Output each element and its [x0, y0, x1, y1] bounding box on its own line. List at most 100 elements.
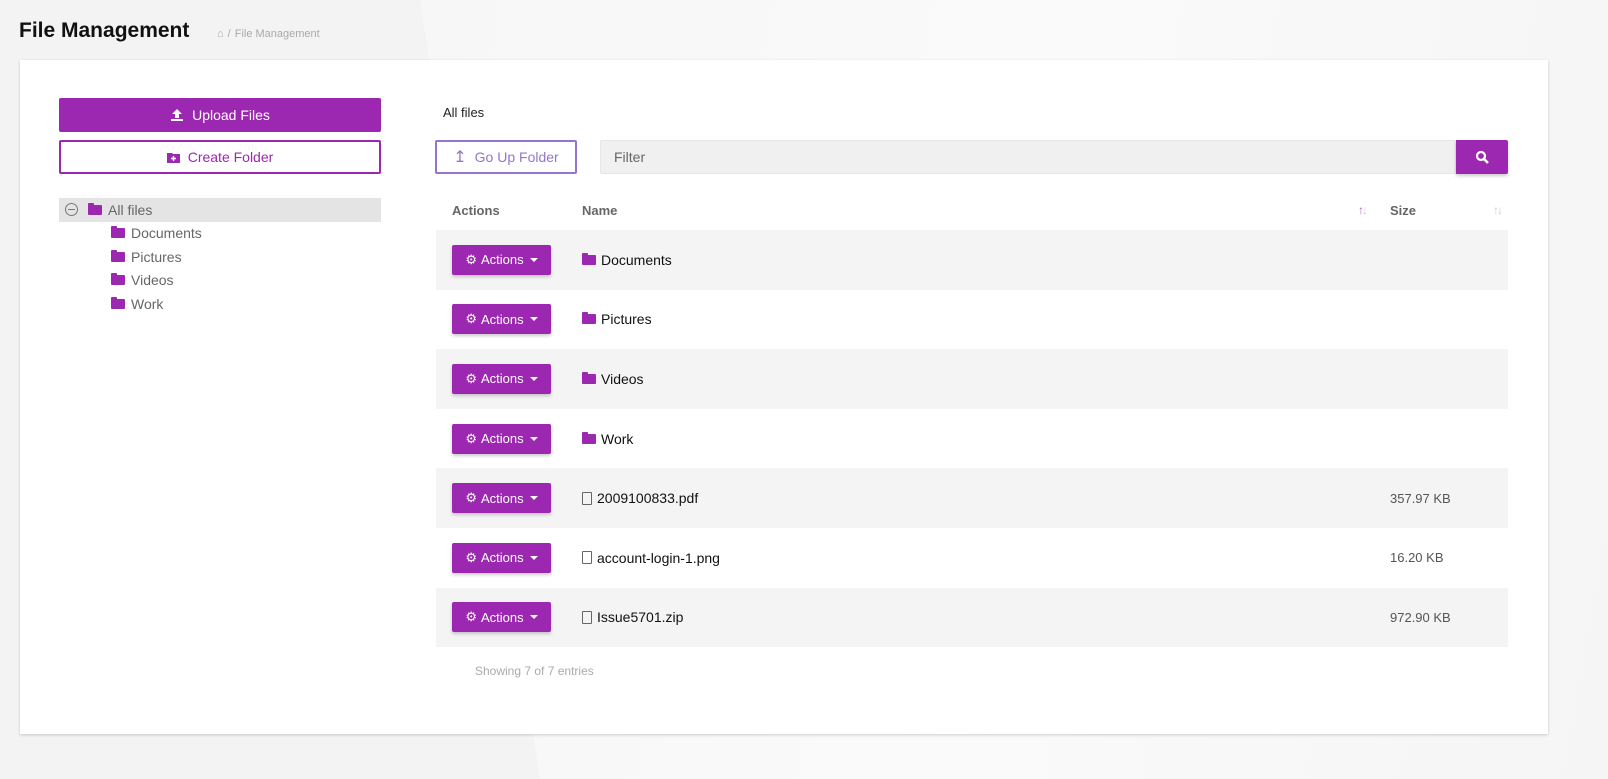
file-name-link[interactable]: Work — [582, 431, 633, 447]
folder-icon — [582, 252, 596, 265]
actions-label: Actions — [481, 490, 524, 506]
actions-label: Actions — [481, 311, 524, 327]
home-icon[interactable]: ⌂ — [217, 28, 224, 40]
sort-name-icon[interactable]: ↑↓ — [1358, 203, 1368, 217]
gear-icon: ⚙ — [465, 490, 477, 506]
actions-dropdown-button[interactable]: ⚙ Actions — [452, 542, 551, 573]
column-size[interactable]: Size — [1390, 203, 1417, 218]
folder-icon — [111, 249, 125, 262]
folder-icon — [88, 202, 102, 215]
collapse-icon[interactable] — [65, 203, 78, 217]
image-file-icon — [582, 551, 592, 565]
file-name-link[interactable]: account-login-1.png — [582, 550, 720, 566]
go-up-folder-label: Go Up Folder — [474, 149, 559, 165]
search-icon — [1475, 150, 1489, 164]
actions-dropdown-button[interactable]: ⚙ Actions — [452, 304, 551, 335]
table-row: ⚙ Actions account-login-1.png 16.20 KB — [436, 528, 1508, 588]
folder-icon — [111, 296, 125, 309]
current-folder-label: All files — [443, 105, 485, 120]
file-name: Issue5701.zip — [597, 609, 684, 626]
column-name[interactable]: Name — [582, 203, 618, 218]
actions-label: Actions — [481, 609, 524, 625]
column-actions: Actions — [452, 203, 500, 218]
caret-down-icon — [529, 436, 538, 441]
caret-down-icon — [529, 317, 538, 322]
actions-dropdown-button[interactable]: ⚙ Actions — [452, 423, 551, 454]
breadcrumb-current: File Management — [234, 28, 320, 40]
gear-icon: ⚙ — [465, 430, 477, 446]
table-row: ⚙ Actions Work — [436, 409, 1508, 469]
breadcrumb-separator: / — [227, 28, 231, 40]
actions-label: Actions — [481, 371, 524, 387]
page-title: File Management — [19, 19, 190, 42]
file-name: Pictures — [601, 311, 652, 328]
file-name-link[interactable]: Documents — [582, 252, 672, 268]
tree-item-label: Videos — [131, 272, 174, 289]
tree-item-label: Pictures — [131, 248, 182, 265]
actions-dropdown-button[interactable]: ⚙ Actions — [452, 244, 551, 275]
gear-icon: ⚙ — [465, 609, 477, 625]
table-row: ⚙ Actions Issue5701.zip 972.90 KB — [436, 587, 1508, 648]
breadcrumb: ⌂ / File Management — [217, 28, 320, 40]
actions-label: Actions — [481, 431, 524, 447]
file-name-link[interactable]: 2009100833.pdf — [582, 490, 698, 506]
file-name: 2009100833.pdf — [597, 490, 699, 507]
caret-down-icon — [529, 496, 538, 501]
folder-tree: All files Documents Pictures Videos Work — [59, 198, 381, 316]
actions-dropdown-button[interactable]: ⚙ Actions — [452, 363, 551, 394]
file-name: Work — [601, 430, 634, 447]
caret-down-icon — [529, 615, 538, 620]
gear-icon: ⚙ — [465, 311, 477, 327]
create-folder-button[interactable]: Create Folder — [59, 140, 381, 174]
folder-plus-icon — [166, 152, 180, 163]
pdf-file-icon — [582, 491, 592, 505]
tree-item-label: All files — [108, 201, 153, 218]
file-table: ⚙ Actions Documents ⚙ Actions Pictures ⚙… — [436, 230, 1508, 648]
sort-size-icon[interactable]: ↑↓ — [1493, 203, 1503, 217]
folder-icon — [111, 273, 125, 286]
file-name-link[interactable]: Issue5701.zip — [582, 609, 683, 625]
folder-icon — [582, 431, 596, 444]
actions-dropdown-button[interactable]: ⚙ Actions — [452, 483, 551, 514]
caret-down-icon — [529, 555, 538, 560]
tree-item-videos[interactable]: Videos — [59, 269, 381, 293]
go-up-folder-button[interactable]: ↥ Go Up Folder — [435, 140, 577, 174]
file-name: Videos — [601, 370, 644, 387]
table-row: ⚙ Actions 2009100833.pdf 357.97 KB — [436, 468, 1508, 528]
file-name-link[interactable]: Pictures — [582, 311, 652, 327]
file-name: account-login-1.png — [597, 549, 720, 566]
table-row: ⚙ Actions Videos — [436, 349, 1508, 409]
table-header: Actions Name ↑↓ Size ↑↓ — [436, 198, 1508, 228]
caret-down-icon — [529, 376, 538, 381]
tree-item-work[interactable]: Work — [59, 292, 381, 316]
upload-files-button[interactable]: Upload Files — [59, 98, 381, 132]
table-row: ⚙ Actions Documents — [436, 230, 1508, 290]
file-name: Documents — [601, 251, 672, 268]
gear-icon: ⚙ — [465, 370, 477, 386]
tree-item-label: Work — [131, 295, 164, 312]
search-button[interactable] — [1456, 140, 1508, 174]
actions-dropdown-button[interactable]: ⚙ Actions — [452, 602, 551, 633]
actions-label: Actions — [481, 550, 524, 566]
file-name-link[interactable]: Videos — [582, 371, 644, 387]
tree-item-all-files[interactable]: All files — [59, 198, 381, 222]
tree-item-pictures[interactable]: Pictures — [59, 245, 381, 269]
folder-icon — [111, 226, 125, 239]
caret-down-icon — [529, 257, 538, 262]
entries-count: Showing 7 of 7 entries — [475, 664, 594, 678]
upload-icon — [171, 109, 184, 121]
gear-icon: ⚙ — [465, 549, 477, 565]
tree-item-label: Documents — [131, 225, 202, 242]
archive-file-icon — [582, 610, 592, 624]
file-size: 16.20 KB — [1390, 550, 1444, 566]
folder-icon — [582, 371, 596, 384]
upload-files-label: Upload Files — [192, 107, 270, 123]
create-folder-label: Create Folder — [187, 149, 274, 165]
file-manager-card: Upload Files Create Folder All files Doc… — [20, 60, 1548, 734]
filter-input[interactable] — [600, 140, 1456, 174]
folder-icon — [582, 312, 596, 325]
level-up-icon: ↥ — [453, 149, 467, 166]
tree-item-documents[interactable]: Documents — [59, 222, 381, 246]
file-size: 357.97 KB — [1390, 490, 1451, 506]
gear-icon: ⚙ — [465, 251, 477, 267]
